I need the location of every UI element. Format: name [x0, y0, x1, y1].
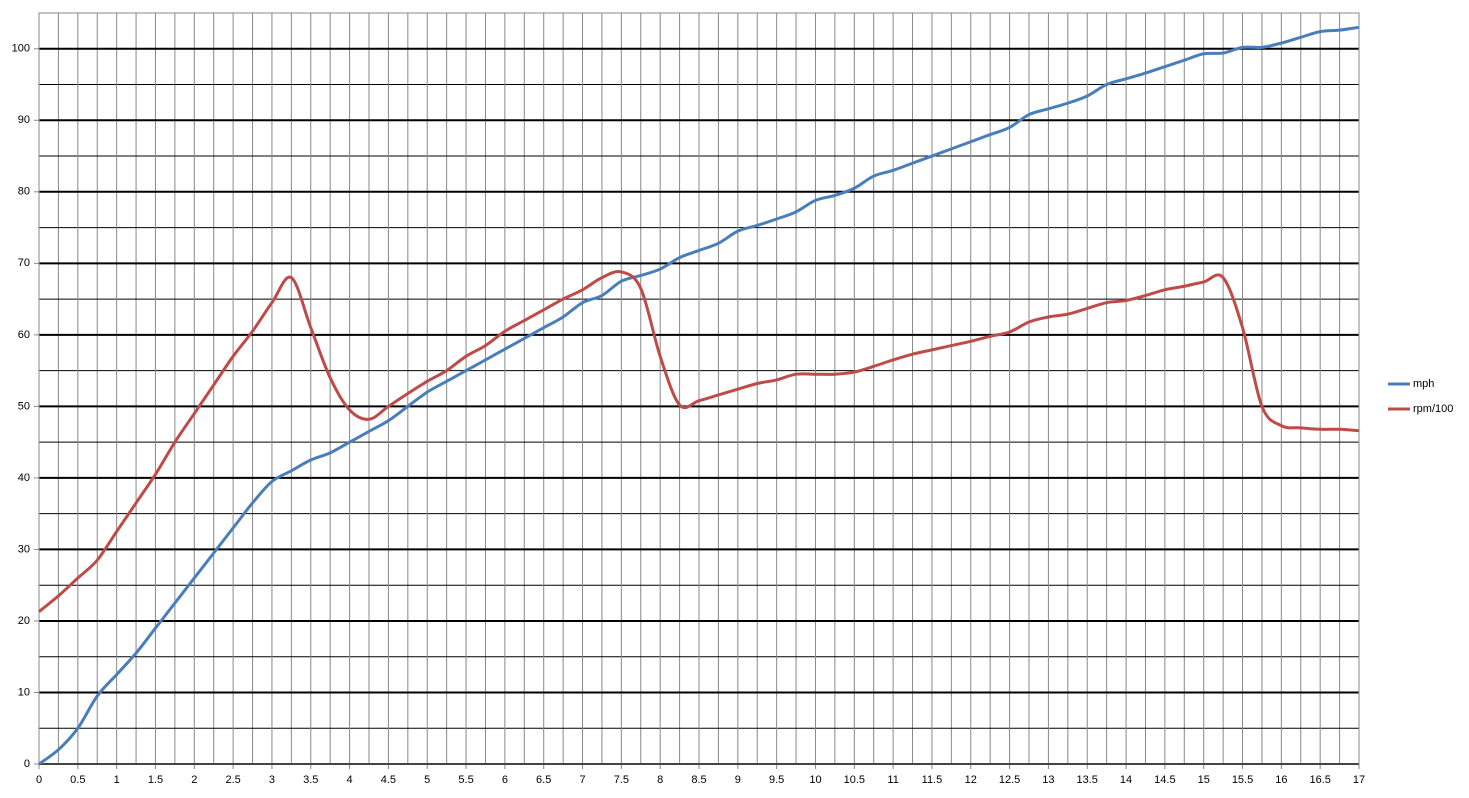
x-tick-label: 11.5: [922, 774, 943, 786]
x-tick-label: 17: [1353, 774, 1365, 786]
x-tick-label: 16: [1275, 774, 1287, 786]
y-tick-label: 70: [18, 257, 30, 269]
x-tick-label: 6.5: [536, 774, 551, 786]
y-tick-label: 30: [18, 543, 30, 555]
x-tick-label: 6: [502, 774, 508, 786]
y-tick-label: 90: [18, 114, 30, 126]
x-tick-label: 0: [36, 774, 42, 786]
x-tick-label: 11: [887, 774, 898, 786]
x-tick-label: 12: [965, 774, 977, 786]
x-tick-label: 1.5: [148, 774, 163, 786]
x-tick-label: 0.5: [70, 774, 85, 786]
x-tick-label: 3.5: [303, 774, 318, 786]
y-tick-label: 40: [18, 472, 30, 484]
x-tick-label: 13.5: [1077, 774, 1098, 786]
y-tick-label: 0: [24, 758, 30, 770]
y-tick-label: 80: [18, 186, 30, 198]
y-tick-label: 10: [18, 686, 30, 698]
x-tick-label: 14.5: [1154, 774, 1175, 786]
series-line: [38, 25, 1360, 766]
x-tick-label: 9: [735, 774, 741, 786]
x-tick-label: 1: [114, 774, 120, 786]
x-tick-label: 10.5: [844, 774, 865, 786]
x-tick-label: 8: [657, 774, 663, 786]
x-tick-label: 5.5: [458, 774, 473, 786]
x-tick-label: 14: [1120, 774, 1132, 786]
legend-label: rpm/100: [1413, 403, 1453, 415]
x-tick-label: 13: [1042, 774, 1054, 786]
x-tick-label: 15.5: [1232, 774, 1253, 786]
y-tick-label: 100: [12, 43, 30, 55]
x-tick-label: 16.5: [1309, 774, 1330, 786]
x-tick-label: 8.5: [691, 774, 706, 786]
x-tick-label: 2.5: [225, 774, 240, 786]
y-tick-label: 50: [18, 400, 30, 412]
x-tick-label: 2: [191, 774, 197, 786]
y-tick-label: 60: [18, 329, 30, 341]
x-tick-label: 4.5: [381, 774, 396, 786]
x-tick-label: 15: [1198, 774, 1210, 786]
x-tick-label: 12.5: [999, 774, 1020, 786]
x-tick-label: 9.5: [769, 774, 784, 786]
x-tick-label: 4: [347, 774, 353, 786]
x-tick-label: 7.5: [614, 774, 629, 786]
x-tick-label: 10: [809, 774, 821, 786]
x-tick-label: 5: [424, 774, 430, 786]
legend-label: mph: [1413, 378, 1434, 390]
x-tick-label: 7: [579, 774, 585, 786]
x-tick-label: 3: [269, 774, 275, 786]
y-tick-label: 20: [18, 615, 30, 627]
series-line: [38, 270, 1360, 613]
